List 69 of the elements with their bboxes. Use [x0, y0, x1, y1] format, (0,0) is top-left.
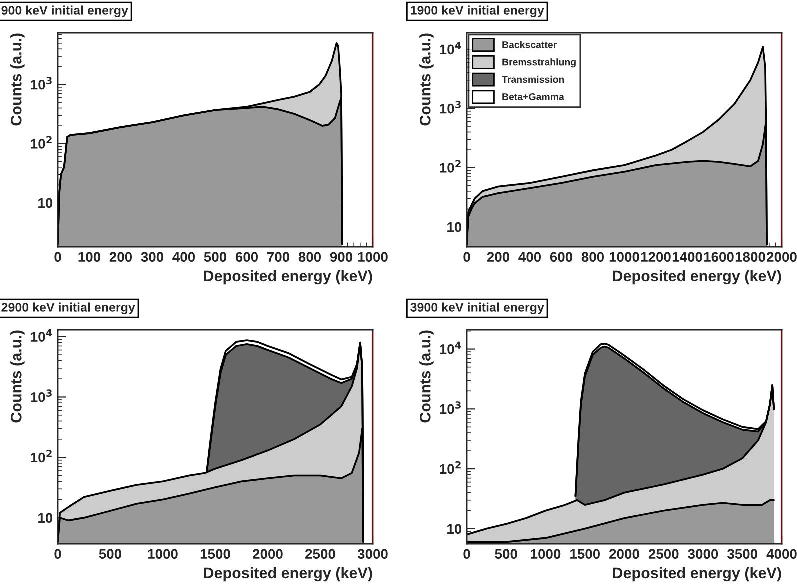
chart-title: 900 keV initial energy: [2, 6, 128, 18]
x-tick-label: 3000: [358, 549, 388, 560]
x-tick-label: 3500: [727, 549, 758, 560]
x-tick-label: 1500: [570, 549, 600, 560]
y-tick-label: 10$^{2}$: [31, 136, 52, 149]
x-tick-label: 0: [54, 252, 62, 262]
x-tick-label: 4000: [766, 549, 797, 560]
x-tick-label: 1000: [148, 549, 178, 560]
y-tick-label: 10: [38, 513, 53, 524]
y-axis-title: Counts (a.u.): [10, 330, 25, 423]
y-tick-label: 10$^{4}$: [440, 42, 462, 55]
x-tick-label: 1000: [610, 252, 640, 262]
x-tick-label: 3000: [688, 549, 718, 560]
y-tick-label: 10$^{2}$: [440, 461, 461, 474]
x-tick-label: 400: [518, 252, 542, 262]
x-axis-title: Deposited energy (keV): [613, 270, 782, 285]
legend-label: Backscatter: [502, 41, 557, 48]
x-tick-label: 500: [204, 252, 227, 262]
x-tick-label: 1400: [672, 252, 702, 262]
x-tick-label: 1600: [704, 252, 734, 262]
y-axis-title: Counts (a.u.): [420, 34, 434, 126]
x-tick-label: 1500: [200, 549, 230, 560]
chart-title: 3900 keV initial energy: [410, 302, 544, 314]
x-tick-label: 100: [78, 252, 101, 262]
y-tick-label: 10$^{3}$: [440, 101, 461, 114]
y-tick-label: 10$^{3}$: [440, 402, 461, 414]
x-tick-label: 0: [464, 549, 470, 560]
x-tick-label: 0: [54, 549, 62, 560]
y-tick-label: 10$^{4}$: [31, 329, 52, 342]
x-tick-label: 2000: [767, 252, 797, 262]
chart-title: 1900 keV initial energy: [411, 6, 544, 18]
x-tick-label: 500: [99, 549, 122, 560]
x-tick-label: 400: [172, 252, 196, 262]
y-tick-label: 10$^{2}$: [440, 160, 461, 173]
x-tick-label: 2000: [610, 549, 640, 560]
x-tick-label: 900: [330, 252, 353, 262]
x-tick-label: 200: [110, 252, 132, 262]
x-axis-title: Deposited energy (keV): [204, 567, 372, 582]
x-tick-label: 200: [487, 252, 510, 262]
x-tick-label: 600: [550, 252, 573, 262]
x-tick-label: 700: [268, 252, 290, 262]
x-tick-label: 800: [298, 252, 322, 262]
x-axis-title: Deposited energy (keV): [613, 567, 782, 582]
y-tick-label: 10$^{4}$: [440, 342, 462, 354]
y-tick-label: 10$^{2}$: [31, 450, 52, 463]
y-axis-title: Counts (a.u.): [420, 330, 434, 423]
legend-label: Transmission: [502, 76, 564, 84]
x-tick-label: 1000: [358, 252, 388, 262]
x-tick-label: 2500: [648, 549, 679, 560]
y-tick-label: 10$^{3}$: [31, 390, 52, 402]
y-tick-label: 10: [448, 222, 462, 232]
legend-label: Bremsstrahlung: [502, 58, 576, 68]
y-axis-title: Counts (a.u.): [10, 34, 25, 126]
x-tick-label: 600: [236, 252, 258, 262]
chart-title: 2900 keV initial energy: [2, 302, 136, 314]
y-tick-label: 10: [38, 198, 53, 208]
x-tick-label: 1200: [641, 252, 671, 262]
x-tick-label: 1800: [736, 252, 766, 262]
y-tick-label: 10$^{3}$: [31, 77, 52, 90]
x-tick-label: 800: [582, 252, 604, 262]
x-tick-label: 2000: [253, 549, 283, 560]
x-tick-label: 0: [464, 252, 470, 262]
legend-label: Beta+Gamma: [502, 94, 564, 100]
x-tick-label: 300: [141, 252, 164, 262]
x-tick-label: 1000: [531, 549, 561, 560]
x-tick-label: 500: [495, 549, 518, 560]
x-axis-title: Deposited energy (keV): [204, 270, 372, 285]
y-tick-label: 10: [448, 524, 462, 534]
x-tick-label: 2500: [306, 549, 336, 560]
